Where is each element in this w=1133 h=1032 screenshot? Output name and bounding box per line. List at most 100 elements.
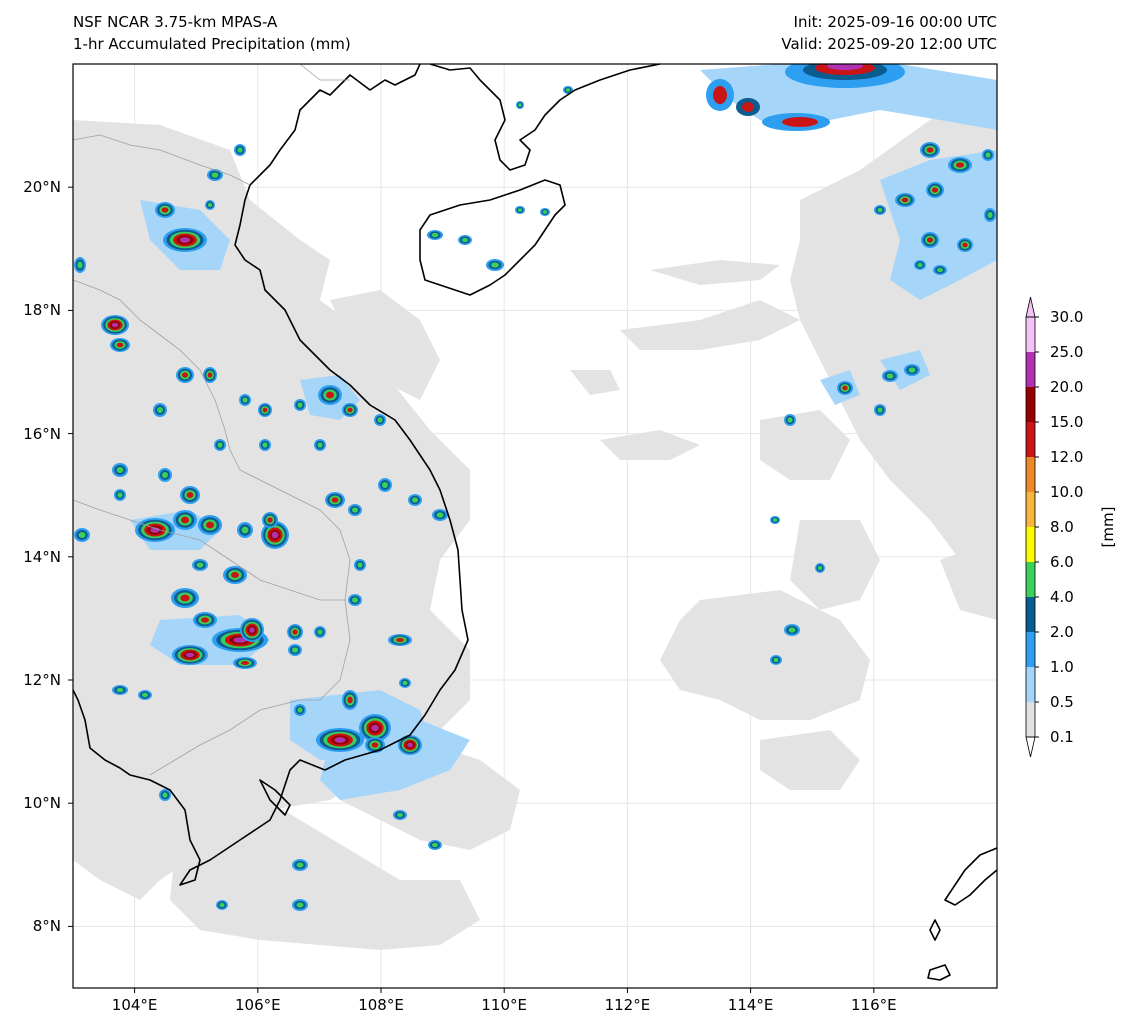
rain-cell-contour: [787, 417, 793, 423]
rain-cell-contour: [271, 531, 279, 539]
lon-label: 114°E: [727, 996, 774, 1014]
rain-cell-contour: [926, 147, 934, 153]
lat-label: 8°N: [32, 917, 61, 936]
rain-cell-contour: [432, 842, 438, 848]
colorbar-segment: [1026, 457, 1035, 492]
country-borders: [72, 63, 351, 776]
rain-cell-contour: [436, 512, 444, 518]
rain-cell-contour: [317, 442, 323, 448]
rain-cell-contour: [142, 692, 148, 698]
map-frame: [72, 63, 998, 989]
colorbar-segment: [1026, 317, 1035, 352]
rain-cell-contour: [491, 262, 499, 268]
colorbar-level-label: 1.0: [1050, 658, 1074, 676]
colorbar-level-label: 2.0: [1050, 623, 1074, 641]
lat-label: 16°N: [23, 424, 61, 443]
rain-cell-contour: [517, 208, 523, 212]
rain-cell-contour: [211, 172, 219, 178]
colorbar-segment: [1026, 632, 1035, 667]
colorbar-segment: [1026, 527, 1035, 562]
rain-cell-contour: [956, 162, 964, 168]
rain-cell-contour: [877, 207, 883, 213]
colorbar-segment: [1026, 387, 1035, 422]
rain-cell-contour: [402, 680, 408, 686]
rain-cell-contour: [185, 652, 195, 658]
time-block: Init: 2025-09-16 00:00 UTC Valid: 2025-0…: [781, 11, 997, 55]
rain-cell-contour: [162, 472, 168, 478]
rain-cell-contour: [877, 407, 883, 413]
rain-cell-contour: [117, 492, 123, 498]
rain-cell-contour: [207, 202, 213, 208]
rain-cell-contour: [396, 638, 404, 642]
rain-cell-contour: [962, 242, 968, 248]
rain-cell-contour: [565, 88, 571, 92]
lon-label: 108°E: [358, 996, 404, 1014]
rain-cell-contour: [201, 617, 209, 623]
rain-cell-contour: [116, 342, 124, 348]
lon-label: 112°E: [604, 996, 651, 1014]
model-title: NSF NCAR 3.75-km MPAS-A: [73, 13, 278, 31]
lat-label: 10°N: [23, 794, 61, 813]
rain-cell-contour: [371, 724, 379, 732]
rain-cell-contour: [78, 532, 86, 538]
colorbar-segment: [1026, 422, 1035, 457]
rain-cell-contour: [352, 507, 358, 513]
colorbar-level-label: 10.0: [1050, 483, 1084, 501]
colorbar-level-label: 0.1: [1050, 728, 1074, 746]
rain-cell-contour: [241, 661, 249, 665]
rain-cell-contour: [886, 373, 894, 379]
rain-cell-contour: [297, 402, 303, 408]
colorbar-level-label: 25.0: [1050, 343, 1084, 361]
rain-cell-contour: [901, 197, 909, 203]
rain-cell-contour: [842, 385, 848, 391]
lat-label: 18°N: [23, 301, 61, 320]
rain-cell-contour: [788, 627, 796, 633]
lon-label: 116°E: [850, 996, 897, 1014]
rain-cell-contour: [518, 103, 522, 107]
rain-cell-contour: [326, 391, 334, 399]
colorbar-level-label: 4.0: [1050, 588, 1074, 606]
rain-cell-contour: [181, 516, 189, 524]
rain-cell-contour: [116, 687, 124, 693]
rain-cell-contour: [377, 417, 383, 423]
rain-cell-contour: [161, 207, 169, 213]
lat-label: 14°N: [23, 547, 61, 566]
rain-cell-contour: [985, 152, 991, 158]
rain-cell-contour: [262, 407, 268, 413]
init-time: Init: 2025-09-16 00:00 UTC: [793, 13, 997, 31]
rain-cell-contour: [219, 902, 225, 908]
rain-cell-contour: [157, 407, 163, 413]
rain-cell-contour: [150, 527, 160, 533]
colorbar-level-label: 20.0: [1050, 378, 1084, 396]
precip-field: [73, 64, 997, 950]
rain-cell-contour: [772, 518, 778, 522]
colorbar-units: [mm]: [1099, 506, 1117, 548]
rain-cell-contour: [347, 407, 353, 413]
rain-cell-contour: [932, 187, 938, 193]
colorbar-level-label: 15.0: [1050, 413, 1084, 431]
rain-cell-contour: [397, 812, 403, 818]
colorbar-level-label: 12.0: [1050, 448, 1084, 466]
rain-cell-contour: [262, 442, 268, 448]
lon-label: 106°E: [234, 996, 281, 1014]
rain-cell-contour: [317, 629, 323, 635]
rain-cell-contour: [111, 322, 119, 328]
rain-cell-contour: [371, 742, 379, 748]
rain-cell-contour: [352, 597, 358, 603]
field-title: 1-hr Accumulated Precipitation (mm): [73, 35, 351, 53]
title-block: NSF NCAR 3.75-km MPAS-A 1-hr Accumulated…: [73, 11, 351, 55]
rain-cell-contour: [242, 397, 248, 403]
rain-cell-contour: [357, 562, 363, 568]
rain-cell-contour: [77, 261, 83, 269]
colorbar-segment: [1026, 667, 1035, 702]
rain-cell-contour: [462, 237, 468, 243]
rain-cell-contour: [908, 367, 916, 373]
coastlines: [72, 63, 998, 981]
rain-cell-contour: [196, 562, 204, 568]
rain-cell-contour: [186, 492, 194, 498]
colorbar-segment: [1026, 562, 1035, 597]
rain-cell-contour: [116, 467, 124, 473]
colorbar-level-label: 8.0: [1050, 518, 1074, 536]
rain-cell-contour: [773, 657, 779, 663]
